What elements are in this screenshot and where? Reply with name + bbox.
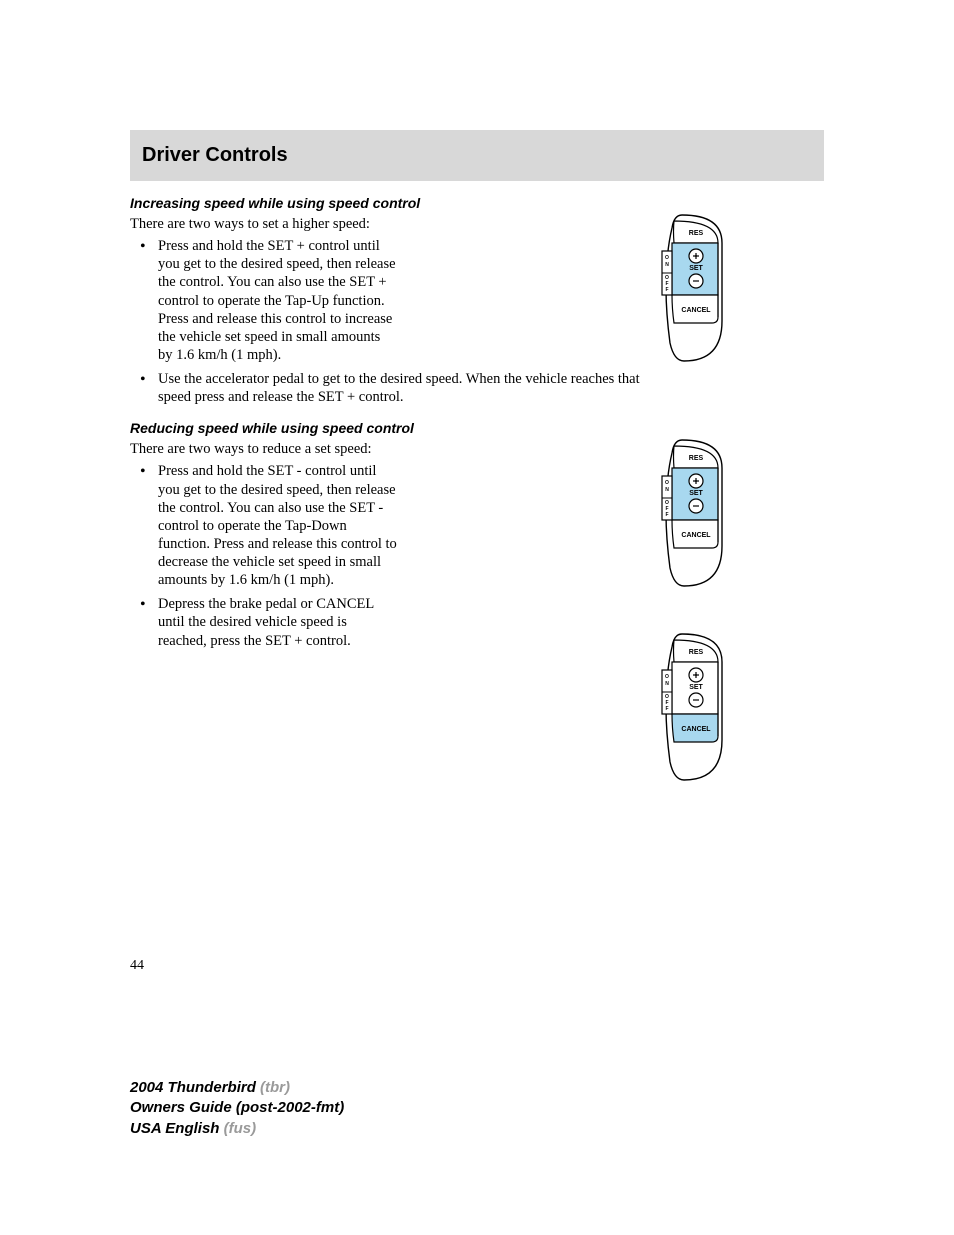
- footer-code: (tbr): [260, 1079, 290, 1096]
- footer-lang: USA English: [130, 1120, 224, 1137]
- svg-text:O: O: [665, 674, 669, 680]
- footer-line-2: Owners Guide (post-2002-fmt): [130, 1098, 344, 1118]
- subheading-reducing: Reducing speed while using speed control: [130, 420, 824, 436]
- header-bar: Driver Controls: [130, 130, 824, 181]
- page-title: Driver Controls: [142, 144, 812, 167]
- svg-text:SET: SET: [689, 684, 703, 691]
- svg-text:F: F: [665, 287, 668, 293]
- bullet-item: Press and hold the SET + control until y…: [130, 237, 398, 364]
- speed-control-diagram: RESSETCANCELONOFF: [644, 438, 754, 588]
- footer-line-1: 2004 Thunderbird (tbr): [130, 1078, 344, 1098]
- svg-text:N: N: [665, 262, 669, 268]
- intro-reducing: There are two ways to reduce a set speed…: [130, 440, 410, 458]
- speed-control-diagram: RESSETCANCELONOFF: [644, 632, 754, 782]
- svg-text:CANCEL: CANCEL: [681, 532, 711, 539]
- footer-line-3: USA English (fus): [130, 1119, 344, 1139]
- svg-text:O: O: [665, 480, 669, 486]
- svg-text:N: N: [665, 681, 669, 687]
- footer-block: 2004 Thunderbird (tbr) Owners Guide (pos…: [130, 1078, 344, 1139]
- bullet-item: Use the accelerator pedal to get to the …: [130, 370, 650, 406]
- footer-lang-code: (fus): [224, 1120, 257, 1137]
- svg-text:SET: SET: [689, 490, 703, 497]
- svg-text:F: F: [665, 706, 668, 712]
- section-reducing-speed: Reducing speed while using speed control…: [130, 420, 824, 649]
- subheading-increasing: Increasing speed while using speed contr…: [130, 195, 824, 211]
- svg-text:O: O: [665, 255, 669, 261]
- svg-text:RES: RES: [689, 649, 704, 656]
- page-number: 44: [130, 958, 144, 974]
- bullet-item: Press and hold the SET - control until y…: [130, 462, 398, 589]
- section-increasing-speed: Increasing speed while using speed contr…: [130, 195, 824, 406]
- svg-text:CANCEL: CANCEL: [681, 307, 711, 314]
- speed-control-diagram: RESSETCANCELONOFF: [644, 213, 754, 363]
- bullet-item: Depress the brake pedal or CANCEL until …: [130, 595, 398, 649]
- svg-text:RES: RES: [689, 230, 704, 237]
- svg-text:CANCEL: CANCEL: [681, 726, 711, 733]
- svg-text:SET: SET: [689, 265, 703, 272]
- footer-vehicle: 2004 Thunderbird: [130, 1079, 260, 1096]
- intro-increasing: There are two ways to set a higher speed…: [130, 215, 410, 233]
- svg-text:F: F: [665, 512, 668, 518]
- svg-text:RES: RES: [689, 455, 704, 462]
- svg-text:N: N: [665, 487, 669, 493]
